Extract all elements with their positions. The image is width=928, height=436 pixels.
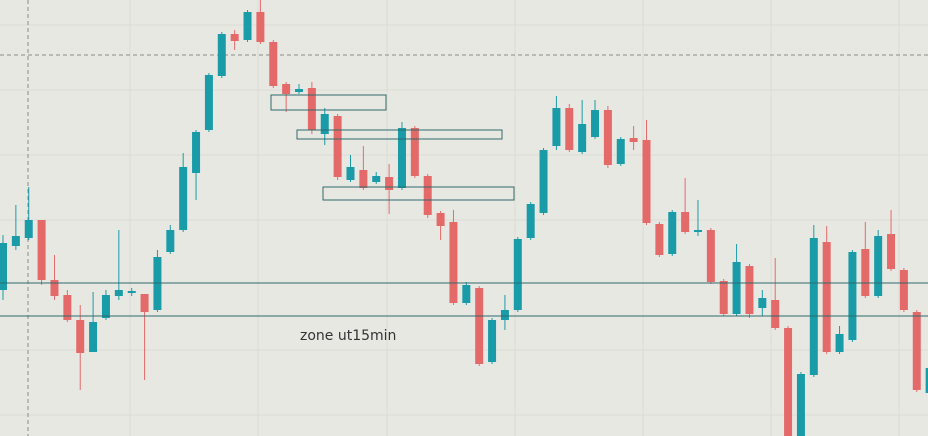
candle-body	[809, 238, 818, 375]
zone-box	[296, 129, 503, 140]
candle-body	[732, 262, 741, 314]
candle-body	[397, 128, 406, 188]
candle-body	[372, 176, 381, 182]
candle-body	[269, 42, 278, 86]
candle-body	[359, 170, 368, 188]
candle-body	[410, 128, 419, 176]
candle-body	[513, 239, 522, 310]
candle-body	[217, 34, 226, 76]
candle-body	[204, 75, 213, 130]
candle-body	[861, 249, 870, 296]
candle-body	[89, 322, 98, 352]
candle-body	[127, 291, 136, 293]
candle-body	[629, 138, 638, 142]
candle-body	[681, 212, 690, 232]
candle-body	[706, 230, 715, 282]
candle-body	[616, 139, 625, 164]
candle-body	[552, 108, 561, 146]
candle-body	[655, 224, 664, 255]
candle-body	[307, 88, 316, 130]
candle-body	[243, 12, 252, 40]
candle-body	[436, 213, 445, 226]
candle-body	[591, 110, 600, 137]
candle-body	[835, 334, 844, 352]
candle-body	[539, 150, 548, 213]
candle-body	[11, 236, 20, 246]
candle-body	[925, 368, 928, 393]
candle-body	[771, 300, 780, 328]
candle-body	[745, 266, 754, 314]
candle-body	[50, 280, 59, 296]
candle-body	[822, 242, 831, 352]
zone-box	[270, 94, 387, 111]
candle-body	[282, 84, 291, 94]
candle-body	[166, 230, 175, 252]
candle-body	[449, 222, 458, 303]
candle-body	[526, 204, 535, 238]
candle-body	[603, 110, 612, 165]
candle-body	[462, 285, 471, 303]
zone-box	[322, 186, 515, 201]
candle-body	[114, 290, 123, 296]
candle-body	[719, 281, 728, 314]
candle-body	[230, 34, 239, 41]
candle-body	[642, 140, 651, 223]
candle-body	[912, 312, 921, 390]
candle-body	[887, 234, 896, 269]
candle-body	[101, 295, 110, 318]
candle-body	[333, 116, 342, 177]
candle-body	[500, 310, 509, 320]
candle-body	[565, 108, 574, 150]
candle-body	[256, 12, 265, 42]
candle-body	[346, 167, 355, 180]
candle-body	[784, 328, 793, 436]
candle-body	[796, 374, 805, 436]
annotation: zone ut15min	[300, 328, 396, 344]
candle-body	[63, 295, 72, 320]
candle-body	[475, 288, 484, 364]
candle-body	[848, 252, 857, 340]
candle-body	[37, 220, 46, 280]
candle-body	[899, 270, 908, 310]
candle-body	[488, 320, 497, 362]
candle-body	[295, 89, 304, 92]
candle-body	[578, 124, 587, 152]
candle-body	[874, 236, 883, 296]
candle-body	[76, 320, 85, 353]
candle-body	[385, 177, 394, 190]
candle-body	[24, 220, 33, 238]
candle-body	[423, 176, 432, 215]
candle-body	[758, 298, 767, 308]
candle-body	[179, 167, 188, 230]
candle-body	[192, 132, 201, 173]
candle-body	[140, 294, 149, 312]
candle-body	[668, 212, 677, 254]
candle-body	[320, 114, 329, 134]
candle-body	[693, 230, 702, 232]
candle-body	[0, 243, 7, 290]
